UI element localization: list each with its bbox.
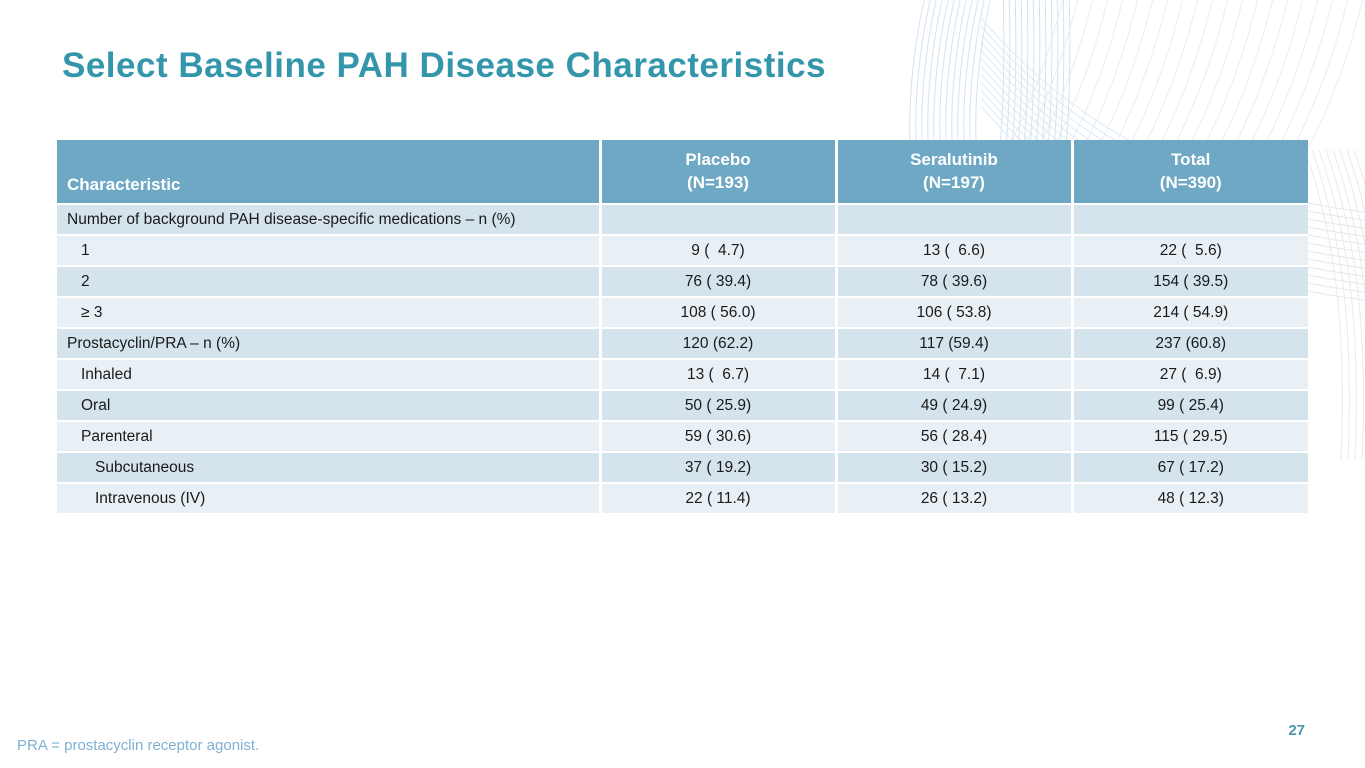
footnote: PRA = prostacyclin receptor agonist.: [17, 737, 260, 754]
row-value: 154 ( 39.5): [1070, 265, 1308, 298]
row-value: [598, 203, 838, 236]
row-value: 115 ( 29.5): [1070, 420, 1308, 453]
row-value: 37 ( 19.2): [598, 451, 838, 484]
baseline-characteristics-table: Characteristic Placebo (N=193) Seralutin…: [57, 140, 1308, 515]
row-value: 13 ( 6.6): [834, 234, 1074, 267]
column-header-n: (N=390): [1159, 172, 1222, 192]
row-value: 13 ( 6.7): [598, 358, 838, 391]
row-value: 26 ( 13.2): [834, 482, 1074, 515]
row-value: 48 ( 12.3): [1070, 482, 1308, 515]
table-row: Subcutaneous 37 ( 19.2) 30 ( 15.2) 67 ( …: [57, 451, 1308, 484]
row-label: Subcutaneous: [57, 451, 602, 484]
table-row: 1 9 ( 4.7) 13 ( 6.6) 22 ( 5.6): [57, 234, 1308, 267]
column-header-label: Total: [1171, 150, 1211, 170]
row-label: 1: [57, 234, 602, 267]
row-value: 120 (62.2): [598, 327, 838, 360]
row-value: 214 ( 54.9): [1070, 296, 1308, 329]
row-label: Intravenous (IV): [57, 482, 602, 515]
row-value: 9 ( 4.7): [598, 234, 838, 267]
page-number: 27: [1288, 722, 1305, 739]
slide-title: Select Baseline PAH Disease Characterist…: [62, 46, 827, 85]
column-header-total: Total (N=390): [1070, 140, 1308, 205]
table-row: Prostacyclin/PRA – n (%) 120 (62.2) 117 …: [57, 327, 1308, 360]
row-value: 30 ( 15.2): [834, 451, 1074, 484]
table-row: Oral 50 ( 25.9) 49 ( 24.9) 99 ( 25.4): [57, 389, 1308, 422]
row-value: 237 (60.8): [1070, 327, 1308, 360]
row-label: Inhaled: [57, 358, 602, 391]
row-label: Oral: [57, 389, 602, 422]
row-label: ≥ 3: [57, 296, 602, 329]
column-header-seralutinib: Seralutinib (N=197): [834, 140, 1074, 205]
row-value: 78 ( 39.6): [834, 265, 1074, 298]
column-header-characteristic: Characteristic: [57, 140, 602, 205]
row-value: 99 ( 25.4): [1070, 389, 1308, 422]
row-value: 14 ( 7.1): [834, 358, 1074, 391]
row-label: Parenteral: [57, 420, 602, 453]
table-body: Number of background PAH disease-specifi…: [57, 203, 1308, 515]
row-value: [1070, 203, 1308, 236]
row-label: 2: [57, 265, 602, 298]
table-row: Inhaled 13 ( 6.7) 14 ( 7.1) 27 ( 6.9): [57, 358, 1308, 391]
row-value: 108 ( 56.0): [598, 296, 838, 329]
row-value: 50 ( 25.9): [598, 389, 838, 422]
row-label: Number of background PAH disease-specifi…: [57, 203, 602, 236]
row-value: 56 ( 28.4): [834, 420, 1074, 453]
row-value: 49 ( 24.9): [834, 389, 1074, 422]
table-row: Intravenous (IV) 22 ( 11.4) 26 ( 13.2) 4…: [57, 482, 1308, 515]
column-header-label: Seralutinib: [910, 150, 998, 170]
row-value: 106 ( 53.8): [834, 296, 1074, 329]
table-row: Number of background PAH disease-specifi…: [57, 203, 1308, 236]
column-header-placebo: Placebo (N=193): [598, 140, 838, 205]
column-header-n: (N=197): [923, 172, 985, 192]
row-label: Prostacyclin/PRA – n (%): [57, 327, 602, 360]
column-header-label: Placebo: [685, 150, 751, 170]
table-row: ≥ 3 108 ( 56.0) 106 ( 53.8) 214 ( 54.9): [57, 296, 1308, 329]
table-header-row: Characteristic Placebo (N=193) Seralutin…: [57, 140, 1308, 205]
row-value: 27 ( 6.9): [1070, 358, 1308, 391]
row-value: 22 ( 11.4): [598, 482, 838, 515]
row-value: 22 ( 5.6): [1070, 234, 1308, 267]
table-row: Parenteral 59 ( 30.6) 56 ( 28.4) 115 ( 2…: [57, 420, 1308, 453]
row-value: 59 ( 30.6): [598, 420, 838, 453]
row-value: [834, 203, 1074, 236]
table-row: 2 76 ( 39.4) 78 ( 39.6) 154 ( 39.5): [57, 265, 1308, 298]
column-header-n: (N=193): [687, 172, 749, 192]
row-value: 76 ( 39.4): [598, 265, 838, 298]
row-value: 67 ( 17.2): [1070, 451, 1308, 484]
row-value: 117 (59.4): [834, 327, 1074, 360]
